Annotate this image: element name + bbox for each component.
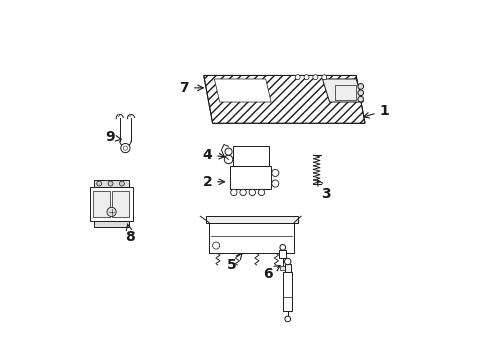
Bar (279, 250, 286, 258)
Circle shape (121, 144, 130, 153)
Circle shape (271, 180, 278, 187)
Circle shape (119, 181, 124, 186)
Text: 7: 7 (179, 81, 203, 95)
Circle shape (357, 90, 363, 96)
Circle shape (357, 96, 363, 102)
Circle shape (123, 146, 127, 150)
Circle shape (118, 114, 120, 116)
Text: 9: 9 (105, 130, 121, 144)
Text: 1: 1 (363, 104, 388, 118)
Bar (94, 221, 129, 227)
Circle shape (108, 181, 113, 186)
Polygon shape (322, 79, 363, 102)
Bar (284, 264, 290, 272)
Circle shape (224, 155, 232, 164)
Polygon shape (230, 166, 270, 189)
Circle shape (258, 189, 264, 195)
Polygon shape (214, 79, 270, 102)
Text: 5: 5 (227, 253, 242, 272)
Circle shape (97, 181, 102, 186)
Circle shape (212, 242, 219, 249)
Text: 6: 6 (262, 266, 280, 281)
Bar (209, 222, 293, 253)
Bar (90, 187, 133, 221)
Bar (94, 180, 129, 187)
Circle shape (230, 189, 237, 195)
Bar (112, 191, 129, 216)
Bar (280, 266, 285, 270)
Bar (334, 85, 355, 100)
Circle shape (107, 207, 116, 216)
Circle shape (271, 169, 278, 176)
Circle shape (240, 189, 246, 195)
Circle shape (129, 114, 131, 116)
Circle shape (321, 75, 326, 80)
Circle shape (304, 75, 308, 80)
Text: 2: 2 (202, 175, 224, 189)
Text: 4: 4 (202, 148, 224, 162)
Circle shape (285, 316, 290, 322)
Circle shape (224, 148, 232, 155)
Circle shape (312, 75, 317, 80)
Circle shape (357, 84, 363, 89)
Circle shape (284, 258, 290, 265)
Text: 3: 3 (317, 180, 330, 201)
Circle shape (248, 189, 255, 195)
Bar (93, 191, 110, 216)
Text: 8: 8 (125, 224, 135, 244)
Polygon shape (203, 76, 364, 123)
Circle shape (279, 244, 285, 250)
Bar (205, 216, 297, 222)
Bar (283, 272, 291, 311)
Polygon shape (233, 146, 269, 166)
Circle shape (295, 75, 300, 80)
